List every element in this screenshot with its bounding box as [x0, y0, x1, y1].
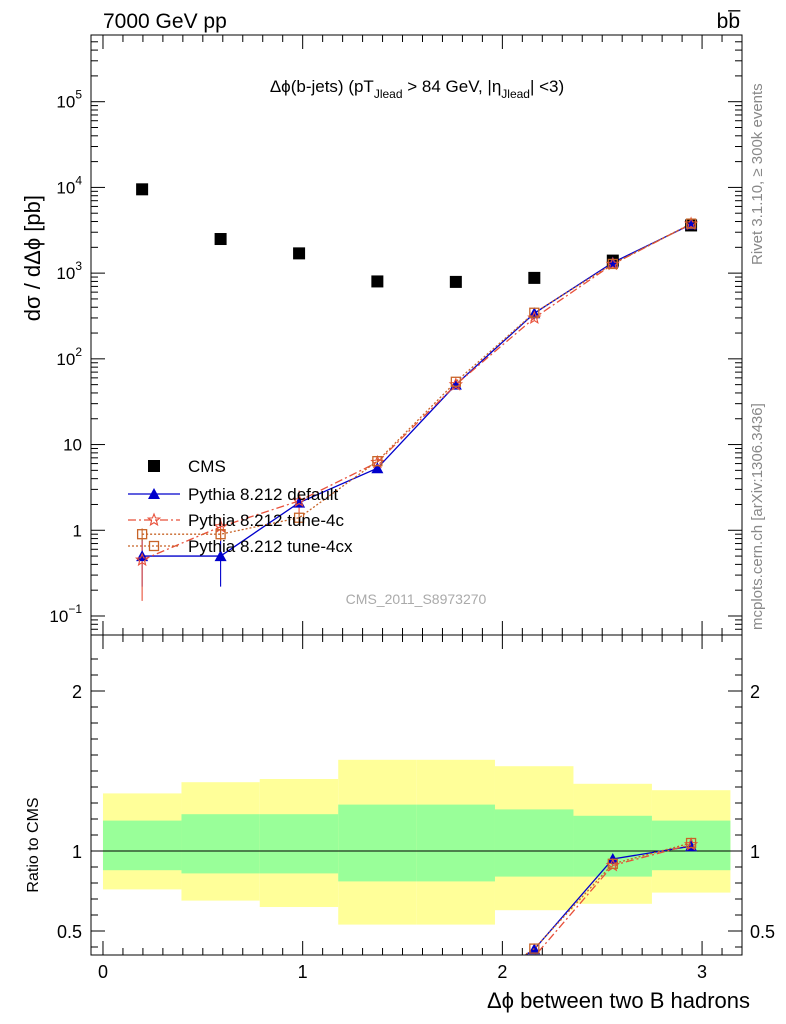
series-line-pythia-8-212-tune-4c [141, 223, 692, 561]
rivet-version-label: Rivet 3.1.10, ≥ 300k events [749, 83, 766, 265]
ratio-line-pythia-8-212-tune-4cx [523, 842, 692, 955]
ratio-point-pythia-8-212-tune-4cx [607, 858, 618, 869]
ratio-y-tick-label-left: 2 [72, 682, 82, 702]
uncertainty-band-green [494, 809, 574, 877]
data-point-pythia-8-212-tune-4cx [293, 512, 305, 523]
legend: CMS Pythia 8.212 default Pythia 8.212 tune… [128, 457, 353, 556]
data-point-pythia-8-212-tune-4cx [136, 529, 148, 540]
header-process-label: bb̅ [717, 10, 742, 33]
main-axis-ticks [91, 34, 742, 636]
y-tick-label: 1 [73, 521, 82, 540]
legend-marker-pythia-8-212-default [148, 488, 160, 499]
y-axis-title: dσ / dΔϕ [pb] [20, 195, 45, 321]
data-point-cms [528, 271, 541, 284]
x-axis-title: Δϕ between two B hadrons [487, 988, 750, 1013]
y-tick-label: 10−1 [49, 602, 82, 626]
data-point-pythia-8-212-default [371, 462, 384, 474]
ratio-band-clip [102, 759, 731, 925]
data-point-cms [136, 183, 149, 196]
ratio-panel: 0.5 0.5 1 1 2 2 0 1 2 3 Ratio to CMS Δϕ between t… [25, 634, 775, 1013]
uncertainty-band-green [338, 804, 417, 882]
data-point-pythia-8-212-default [214, 550, 227, 562]
legend-marker-pythia-8-212-tune-4cx [148, 540, 160, 552]
y-tick-label: 105 [56, 88, 82, 112]
legend-marker-cms [148, 460, 160, 472]
legend-marker-pythia-8-212-tune-4c [146, 512, 162, 527]
legend-label-pythia-8-212-tune-4cx: Pythia 8.212 tune-4cx [188, 537, 353, 556]
uncertainty-band-green [416, 804, 495, 882]
uncertainty-band-green [259, 814, 339, 874]
ratio-y-tick-label-right: 1 [750, 842, 760, 862]
main-panel: 10−1 1 10 102 103 104 105 Δϕ(b-jets) (pTJlead … [20, 34, 743, 636]
ratio-y-axis-title: Ratio to CMS [25, 797, 42, 892]
x-tick-label: 0 [98, 962, 108, 982]
mcplots-credit-label: mcplots.cern.ch [arXiv:1306.3436] [749, 403, 766, 630]
data-point-pythia-8-212-tune-4cx [215, 529, 226, 540]
ratio-y-tick-label-right: 2 [750, 682, 760, 702]
ratio-point-pythia-8-212-tune-4cx [685, 837, 697, 849]
y-tick-label: 10 [63, 436, 82, 455]
legend-label-pythia-8-212-default: Pythia 8.212 default [188, 485, 339, 504]
legend-label-cms: CMS [188, 457, 226, 476]
ratio-y-tick-label-left: 1 [72, 842, 82, 862]
uncertainty-band-green [102, 820, 182, 871]
ratio-series-layer [523, 837, 699, 955]
main-series-layer [134, 183, 699, 601]
ratio-axis-ticks [90, 634, 743, 956]
ratio-y-tick-label-left: 0.5 [57, 922, 82, 942]
data-point-cms [371, 275, 384, 288]
ratio-series-clip [523, 837, 699, 955]
y-tick-label: 102 [56, 345, 82, 369]
data-point-cms [449, 275, 462, 288]
chart-title: Δϕ(b-jets) (pTJlead > 84 GeV, |ηJlead| <… [270, 77, 564, 101]
data-point-pythia-8-212-tune-4cx [529, 307, 540, 318]
y-tick-label: 104 [56, 173, 82, 197]
ratio-frame [90, 634, 743, 956]
main-series-clip [134, 183, 699, 601]
ratio-point-pythia-8-212-tune-4cx [529, 943, 540, 954]
legend-label-pythia-8-212-tune-4c: Pythia 8.212 tune-4c [188, 511, 344, 530]
ratio-bands [102, 759, 731, 925]
y-tick-label: 103 [56, 259, 82, 283]
ratio-tick-labels: 0.5 0.5 1 1 2 2 0 1 2 3 [57, 682, 775, 982]
main-y-tick-labels: 10−1 1 10 102 103 104 105 [49, 88, 82, 626]
header-energy-label: 7000 GeV pp [103, 10, 227, 33]
analysis-watermark: CMS_2011_S8973270 [346, 591, 487, 607]
series-line-pythia-8-212-tune-4cx [142, 223, 692, 535]
data-point-pythia-8-212-tune-4c [134, 552, 150, 567]
ratio-y-tick-label-right: 0.5 [750, 922, 775, 942]
x-tick-label: 3 [697, 962, 707, 982]
data-point-pythia-8-212-tune-4cx [607, 258, 618, 270]
data-point-cms [293, 247, 306, 260]
data-point-pythia-8-212-tune-4c [291, 493, 307, 507]
series-line-pythia-8-212-default [142, 223, 692, 557]
uncertainty-band-green [181, 814, 260, 874]
data-point-pythia-8-212-tune-4cx [685, 218, 697, 229]
x-tick-label: 1 [298, 962, 308, 982]
data-point-pythia-8-212-tune-4cx [450, 376, 461, 387]
x-tick-label: 2 [497, 962, 507, 982]
data-point-cms [214, 233, 227, 246]
ratio-line-pythia-8-212-default [524, 845, 692, 955]
ratio-line-pythia-8-212-tune-4c [534, 843, 692, 955]
data-point-pythia-8-212-tune-4cx [372, 456, 383, 467]
